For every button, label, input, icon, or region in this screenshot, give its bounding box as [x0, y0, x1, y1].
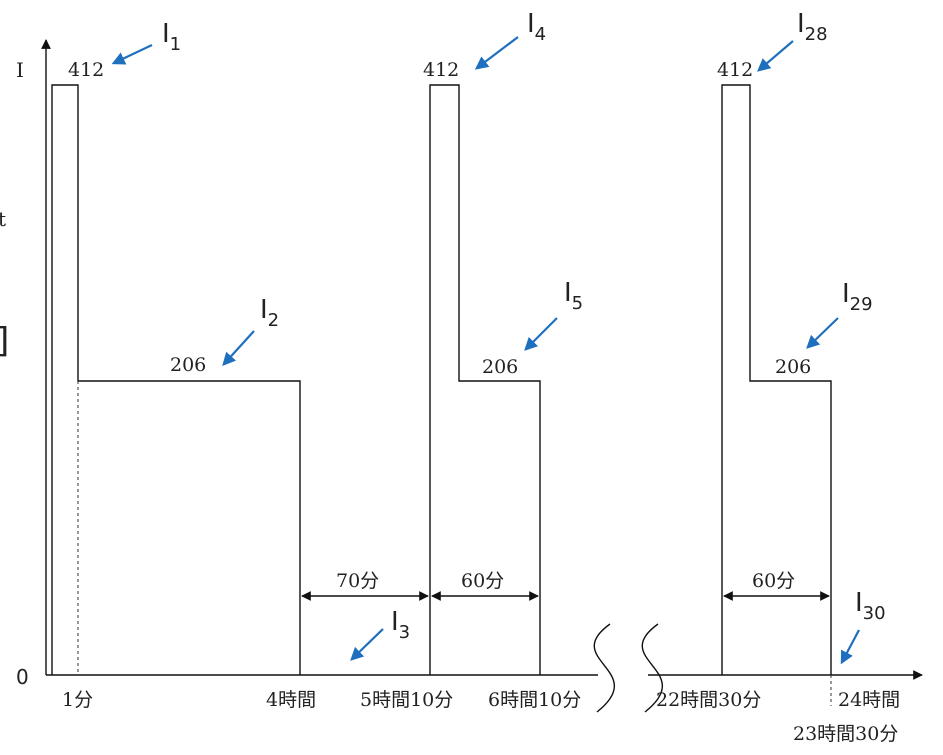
- peak-value-3: 412: [717, 59, 753, 81]
- svg-text:I1: I1: [162, 19, 181, 55]
- left-edge-fragment: ]: [0, 321, 9, 361]
- svg-text:I3: I3: [391, 607, 410, 643]
- svg-text:I4: I4: [527, 9, 546, 45]
- svg-text:I28: I28: [797, 9, 828, 45]
- svg-text:I30: I30: [855, 588, 886, 624]
- duration-label-60min-a: 60分: [461, 570, 504, 592]
- y-axis-label: I: [16, 58, 24, 82]
- callout-I2: I2: [222, 295, 279, 366]
- svg-text:I29: I29: [842, 279, 873, 315]
- svg-text:I2: I2: [260, 295, 279, 331]
- waveform-block-2: [429, 84, 541, 675]
- waveform-block-3: [721, 84, 832, 675]
- callout-I4: I4: [474, 9, 546, 70]
- callout-I29: I29: [806, 279, 873, 349]
- duration-label-70min: 70分: [336, 570, 379, 592]
- sustained-value-2: 206: [482, 356, 518, 378]
- time-label-6h10: 6時間10分: [488, 689, 581, 711]
- callout-I3: I3: [350, 607, 410, 661]
- svg-text:I5: I5: [564, 278, 583, 314]
- callout-I28: I28: [756, 9, 828, 72]
- time-label-5h10: 5時間10分: [360, 689, 453, 711]
- time-label-24h: 24時間: [838, 689, 900, 711]
- axis-break-mark: [593, 623, 615, 713]
- time-label-23h30: 23時間30分: [793, 723, 898, 745]
- callout-I5: I5: [524, 278, 583, 351]
- sustained-value-3: 206: [775, 356, 811, 378]
- left-edge-fragment: t: [0, 207, 6, 231]
- time-label-1min: 1分: [62, 689, 93, 711]
- duration-label-60min-b: 60分: [752, 570, 795, 592]
- time-label-22h30: 22時間30分: [656, 689, 761, 711]
- axis-break-mark: [641, 623, 663, 713]
- callout-I30: I30: [840, 588, 886, 665]
- sustained-value-1: 206: [170, 354, 206, 376]
- callout-I1: I1: [111, 19, 181, 65]
- time-label-4h: 4時間: [266, 689, 316, 711]
- peak-value-1: 412: [68, 59, 104, 81]
- y-zero-label: 0: [16, 665, 29, 689]
- waveform-block-1: [51, 84, 301, 675]
- peak-value-2: 412: [423, 59, 459, 81]
